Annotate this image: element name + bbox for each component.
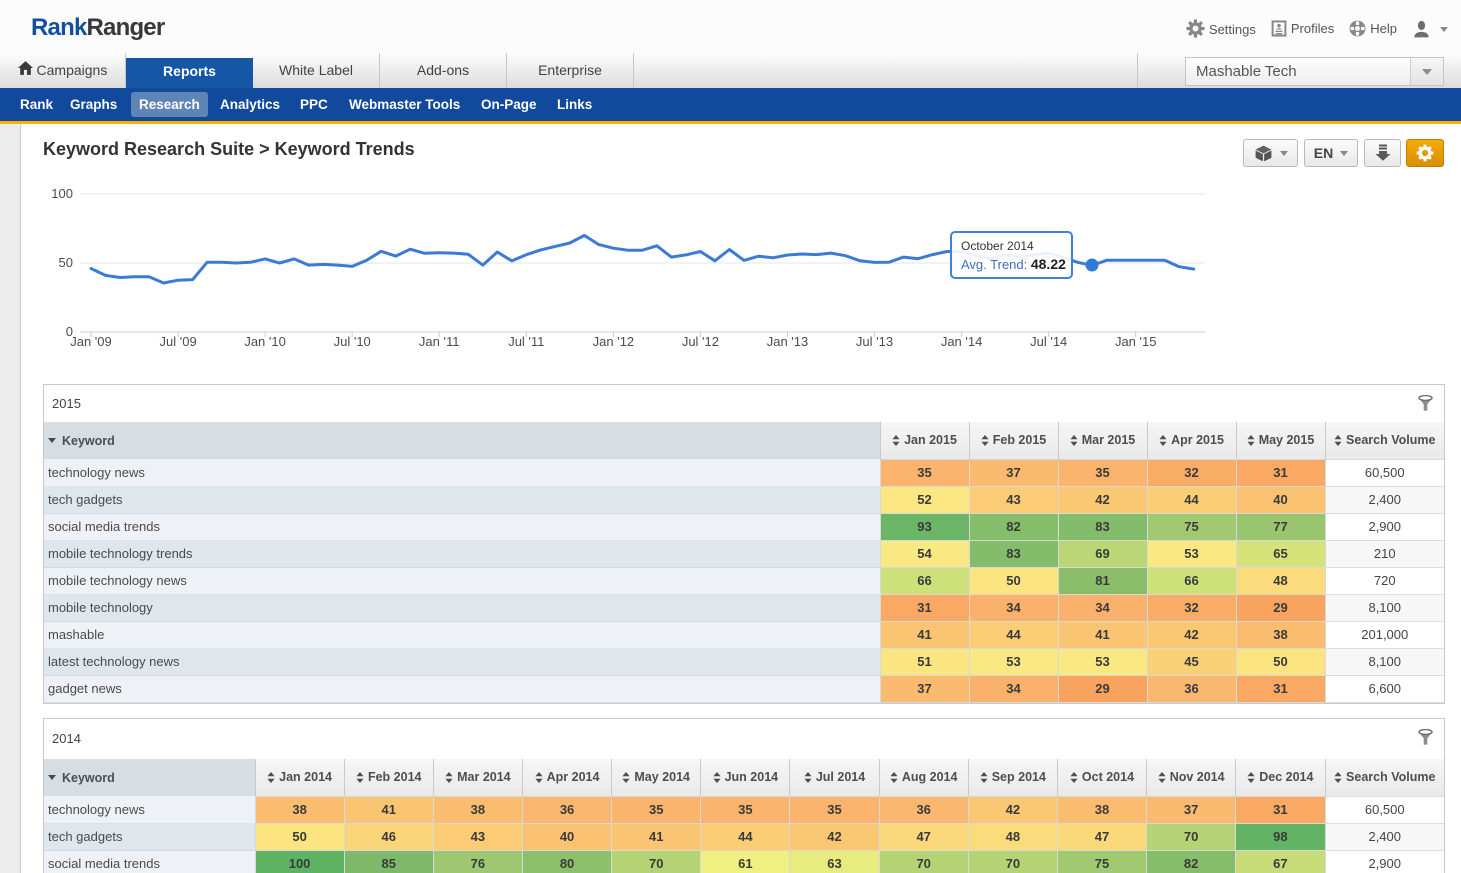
svg-text:Jul '09: Jul '09 — [160, 334, 197, 349]
svg-text:Jan '13: Jan '13 — [767, 334, 809, 349]
svg-text:Jul '10: Jul '10 — [334, 334, 371, 349]
svg-text:Jan '15: Jan '15 — [1115, 334, 1157, 349]
svg-text:Jan '11: Jan '11 — [419, 334, 460, 349]
svg-text:0: 0 — [66, 324, 73, 339]
svg-text:Jan '14: Jan '14 — [941, 334, 983, 349]
svg-text:100: 100 — [51, 186, 73, 201]
svg-text:Jan '09: Jan '09 — [70, 334, 112, 349]
svg-text:Jan '10: Jan '10 — [244, 334, 286, 349]
svg-text:Jul '14: Jul '14 — [1030, 334, 1067, 349]
svg-text:50: 50 — [59, 255, 73, 270]
svg-text:Jul '11: Jul '11 — [508, 334, 544, 349]
svg-text:Jul '12: Jul '12 — [682, 334, 719, 349]
svg-text:Jan '12: Jan '12 — [593, 334, 635, 349]
svg-text:Jul '13: Jul '13 — [856, 334, 893, 349]
